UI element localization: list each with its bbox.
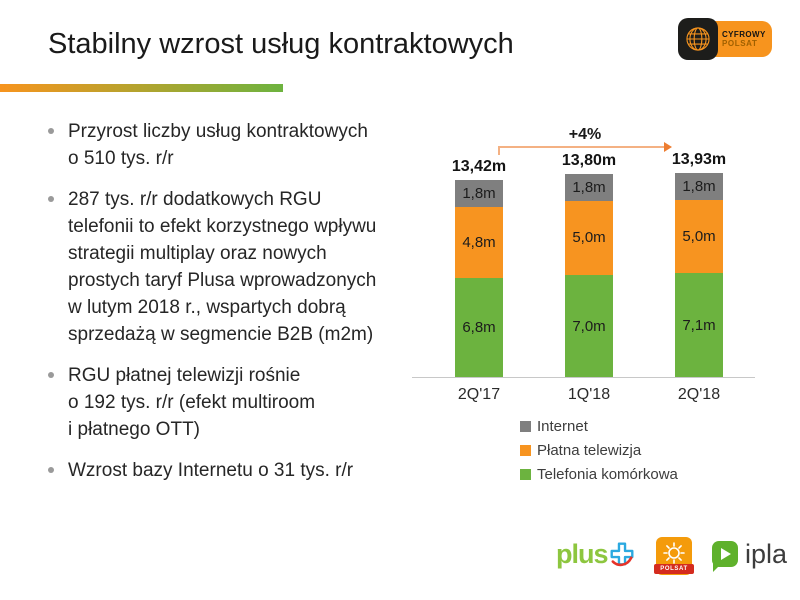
legend-label: Płatna telewizja [537, 442, 642, 459]
bar-1Q18: 13,80m 1,8m 5,0m 7,0m [561, 152, 617, 378]
legend-swatch-icon [520, 469, 531, 480]
bullet-text: Przyrost liczby usług kontraktowych o 51… [68, 121, 368, 169]
bullet-item-1: Przyrost liczby usług kontraktowych o 51… [46, 118, 426, 172]
bar-segment-płatna-telewizja: 5,0m [675, 199, 723, 274]
sun-icon [663, 542, 685, 564]
chart-legend: Internet Płatna telewizja Telefonia komórk… [520, 418, 678, 490]
polsat-label: POLSAT [722, 39, 758, 48]
plus-wordmark: plus [556, 539, 609, 569]
bullet-list: Przyrost liczby usług kontraktowych o 51… [46, 118, 426, 498]
growth-annotation: +4% [568, 126, 602, 143]
legend-item-płatna-telewizja: Płatna telewizja [520, 442, 678, 459]
bar-segment-telefonia-komórkowa: 7,1m [675, 273, 723, 378]
bar-total-label: 13,42m [451, 158, 507, 176]
growth-arrow-tick [498, 146, 500, 155]
axis-category-label: 2Q'17 [457, 386, 501, 403]
play-bubble-icon [712, 541, 738, 572]
legend-swatch-icon [520, 445, 531, 456]
plus-logo: plus [556, 541, 635, 568]
bullet-text: 287 tys. r/r dodatkowych RGU telefonii t… [68, 189, 377, 345]
x-axis-labels: 2Q'17 1Q'18 2Q'18 [430, 386, 755, 404]
legend-item-telefonia-komórkowa: Telefonia komórkowa [520, 466, 678, 483]
plus-star-icon [610, 542, 633, 566]
bar-segment-internet: 1,8m [675, 172, 723, 200]
bar-segment-płatna-telewizja: 4,8m [455, 206, 503, 278]
x-axis-line [412, 377, 755, 378]
bar-total-label: 13,80m [561, 152, 617, 170]
cyfrowy-polsat-logo: CYFROWY POLSAT [678, 18, 772, 60]
bar-segment-telefonia-komórkowa: 6,8m [455, 277, 503, 378]
arrow-head-icon [664, 142, 672, 152]
bullet-dot [48, 372, 54, 378]
bar-segment-telefonia-komórkowa: 7,0m [565, 274, 613, 378]
bullet-item-3: RGU płatnej telewizji rośnie o 192 tys. … [46, 362, 426, 443]
bullet-text: Wzrost bazy Internetu o 31 tys. r/r [68, 460, 354, 481]
bullet-dot [48, 128, 54, 134]
bar-2Q17: 13,42m 1,8m 4,8m 6,8m [451, 158, 507, 378]
bar-segment-internet: 1,8m [565, 174, 613, 201]
bar-segment-internet: 1,8m [455, 180, 503, 207]
footer-logos: plus POLSAT [0, 533, 800, 583]
growth-arrow-line [498, 146, 666, 148]
bar-2Q18: 13,93m 1,8m 5,0m 7,1m [671, 150, 727, 378]
bar-total-label: 13,93m [671, 150, 727, 168]
ipla-wordmark: ipla [745, 539, 788, 569]
bullet-item-2: 287 tys. r/r dodatkowych RGU telefonii t… [46, 186, 426, 348]
legend-label: Telefonia komórkowa [537, 466, 678, 483]
bullet-dot [48, 196, 54, 202]
legend-swatch-icon [520, 421, 531, 432]
growth-arrow: +4% [498, 126, 672, 158]
axis-category-label: 2Q'18 [677, 386, 721, 403]
cyfrowy-polsat-wordmark: CYFROWY POLSAT [712, 21, 772, 57]
globe-icon [678, 18, 718, 60]
cyfrowy-label: CYFROWY [722, 30, 766, 39]
title-accent-bar [0, 84, 283, 92]
bar-segment-płatna-telewizja: 5,0m [565, 201, 613, 275]
polsat-banner-label: POLSAT [654, 564, 694, 574]
axis-category-label: 1Q'18 [567, 386, 611, 403]
polsat-logo: POLSAT [654, 537, 694, 575]
plot-area: 13,42m 1,8m 4,8m 6,8m 13,80m 1,8m 5,0m 7,0m 13,9… [430, 150, 755, 378]
page-title: Stabilny wzrost usług kontraktowych [48, 28, 514, 60]
bullet-dot [48, 467, 54, 473]
legend-label: Internet [537, 418, 588, 435]
bullet-text: RGU płatnej telewizji rośnie o 192 tys. … [68, 365, 316, 440]
legend-item-internet: Internet [520, 418, 678, 435]
bullet-item-4: Wzrost bazy Internetu o 31 tys. r/r [46, 457, 426, 484]
ipla-logo: ipla [712, 539, 788, 572]
